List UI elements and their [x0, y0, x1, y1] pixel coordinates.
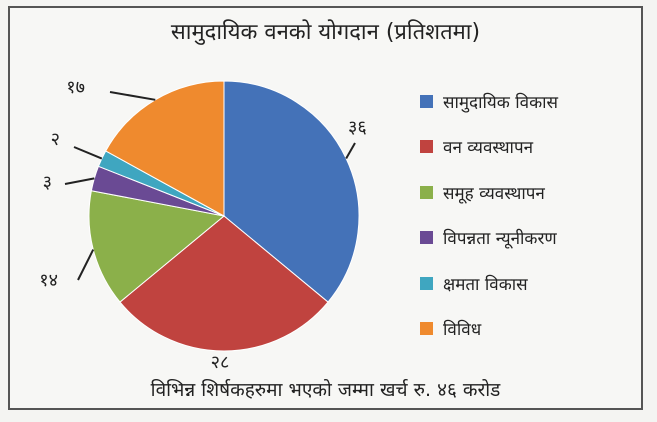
chart-caption: विभिन्न शिर्षकहरुमा भएको जम्मा खर्च रु. … [150, 379, 501, 401]
legend-swatch [420, 276, 433, 290]
legend-swatch [420, 322, 433, 335]
pie-slice [119, 215, 329, 352]
legend-label: सामुदायिक विकास [443, 92, 559, 113]
data-label: ३ [43, 172, 52, 193]
legend-item: सामुदायिक विकास [420, 86, 558, 116]
legend-item: विपन्नता न्यूनीकरण [420, 223, 558, 253]
legend-label: वन व्यवस्थापन [443, 138, 534, 158]
pie-slice [105, 80, 225, 217]
data-label: ३६ [348, 117, 367, 138]
legend-swatch [420, 94, 433, 108]
data-label: १७ [66, 77, 85, 98]
legend-swatch [420, 140, 433, 153]
legend-item: समूह व्यवस्थापन [420, 177, 558, 207]
legend-label: विविध [443, 320, 482, 340]
chart-legend: सामुदायिक विकास वन व्यवस्थापन समूह व्यवस्थ… [420, 86, 558, 359]
data-label: १४ [39, 270, 58, 291]
pie-slice [88, 190, 226, 303]
pie-chart: ३६ २८ १४ ३ २ १७ [39, 77, 367, 373]
legend-item: क्षमता विकास [420, 268, 558, 298]
data-label: २८ [211, 352, 230, 373]
chart-frame: सामुदायिक वनको योगदान (प्रतिशतमा) ३६ २८ १४… [8, 6, 643, 410]
legend-label: क्षमता विकास [443, 274, 528, 295]
leader-line [73, 146, 103, 160]
legend-label: विपन्नता न्यूनीकरण [443, 229, 557, 249]
legend-item: वन व्यवस्थापन [420, 132, 558, 162]
leader-line [345, 142, 356, 160]
legend-item: विविध [420, 314, 558, 344]
pie-slice [223, 80, 360, 303]
legend-swatch [420, 231, 433, 244]
legend-swatch [420, 185, 433, 199]
leader-line [109, 91, 156, 101]
data-label: २ [51, 129, 60, 150]
leader-line [64, 177, 95, 185]
leader-line [77, 249, 95, 281]
chart-title: सामुदायिक वनको योगदान (प्रतिशतमा) [170, 20, 481, 45]
legend-label: समूह व्यवस्थापन [443, 183, 545, 204]
